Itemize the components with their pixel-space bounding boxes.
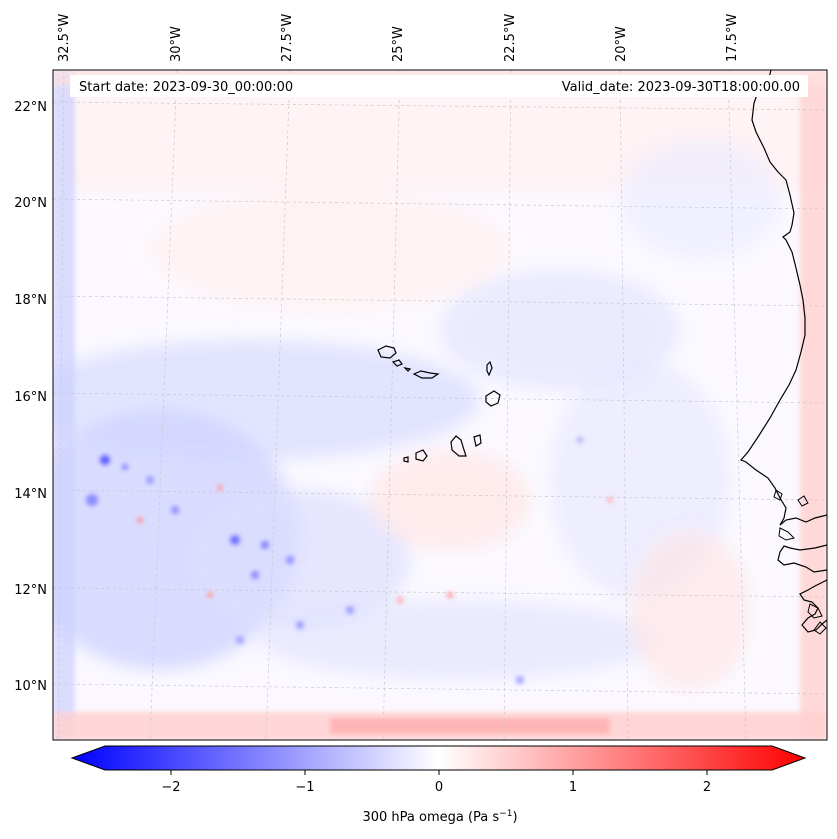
meridian-32-5w — [57, 70, 65, 740]
lat-tick-label: 12°N — [14, 583, 47, 598]
lat-tick-label: 14°N — [14, 487, 47, 502]
convective-cells — [86, 437, 613, 684]
island-boa-vista — [485, 390, 501, 407]
island-sao-vicente — [391, 359, 403, 367]
gridlines — [53, 70, 827, 740]
lon-tick-label: 17.5°W — [725, 14, 740, 62]
lat-tick-labels: 22°N 20°N 18°N 16°N 14°N 12°N 10°N — [14, 100, 47, 694]
lon-tick-label: 22.5°W — [503, 14, 518, 62]
lon-tick-label: 27.5°W — [280, 14, 295, 62]
valid-date-label: Valid_date: 2023-09-30T18:00:00.00 — [562, 80, 800, 95]
lon-tick-label: 30°W — [169, 26, 184, 62]
colorbar-tick-label: 0 — [435, 780, 443, 795]
colorbar-tick-label: 2 — [703, 780, 711, 795]
lon-tick-label: 25°W — [391, 26, 406, 62]
map-panel: Start date: 2023-09-30_00:00:00 Valid_da… — [53, 70, 827, 740]
meridian-20w — [619, 70, 629, 740]
lat-tick-label: 10°N — [14, 679, 47, 694]
lon-tick-labels: 32.5°W 30°W 27.5°W 25°W 22.5°W 20°W 17.5… — [57, 14, 740, 62]
island-fogo — [415, 449, 428, 462]
meridian-27-5w — [265, 70, 291, 740]
colorbar: −2 −1 0 1 2 300 hPa omega (Pa s−1) — [70, 745, 807, 825]
map-frame — [52, 69, 828, 741]
colorbar-label-exp: −1 — [499, 809, 512, 819]
meridian-22-5w — [503, 70, 512, 740]
colorbar-tick-label: 1 — [569, 780, 577, 795]
lat-tick-label: 22°N — [14, 100, 47, 115]
island-sao-nicolau — [412, 370, 440, 379]
island-santo-antao — [377, 345, 397, 359]
coastal-islands — [773, 489, 827, 635]
meridian-17-5w — [727, 70, 747, 740]
meridian-25w — [382, 70, 401, 740]
cape-verde-islands — [377, 345, 501, 463]
island-santiago — [450, 435, 467, 457]
island-brava — [403, 456, 409, 463]
lat-tick-label: 16°N — [14, 390, 47, 405]
lat-tick-label: 18°N — [14, 293, 47, 308]
meridian-30w — [149, 70, 178, 740]
lat-tick-label: 20°N — [14, 196, 47, 211]
lon-tick-label: 32.5°W — [57, 14, 72, 62]
start-date-label: Start date: 2023-09-30_00:00:00 — [79, 80, 293, 95]
header-box — [70, 75, 808, 97]
island-santa-luzia — [403, 367, 412, 372]
colorbar-tick-label: −2 — [161, 780, 180, 795]
colorbar-bar — [70, 745, 807, 771]
colorbar-ticks — [170, 770, 708, 775]
island-sal — [486, 360, 493, 377]
colorbar-label-text: 300 hPa omega (Pa s — [362, 810, 499, 825]
colorbar-tick-label: −1 — [295, 780, 314, 795]
colorbar-label: 300 hPa omega (Pa s−1) — [362, 809, 517, 825]
island-maio — [473, 434, 482, 447]
colorbar-label-close: ) — [512, 810, 517, 825]
lon-tick-label: 20°W — [614, 26, 629, 62]
